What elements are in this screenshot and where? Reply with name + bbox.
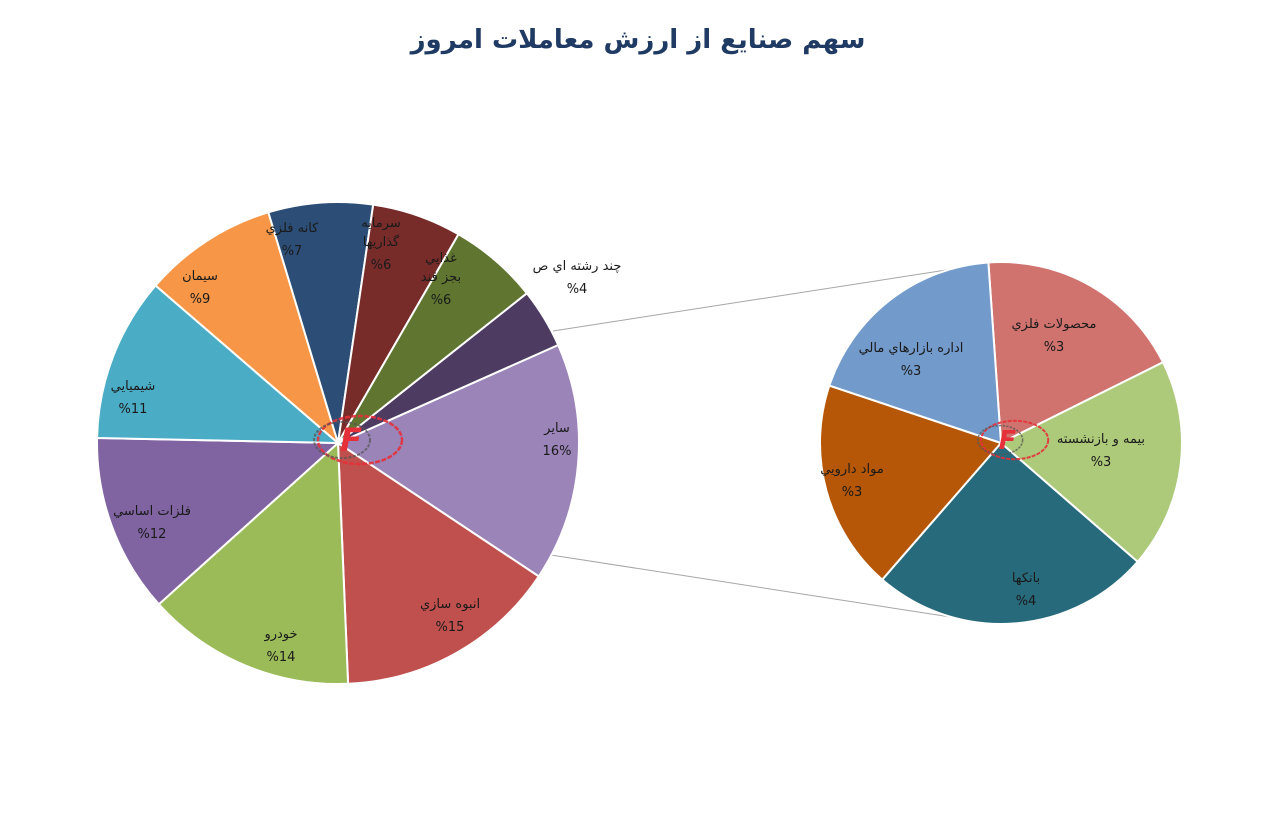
slice-label: انبوه سازي [420, 597, 480, 612]
pie-slice [999, 360, 1183, 564]
secondary-pie [819, 261, 1183, 625]
slice-label: بيمه و بازنشسته [1057, 432, 1145, 447]
pie-slice [154, 211, 340, 447]
slice-value-label: %11 [119, 402, 148, 417]
slice-value-label: %12 [138, 527, 167, 542]
pie-slice [987, 261, 1165, 445]
slice-label: مواد دارويي [820, 462, 884, 477]
slice-label: بجز قند [421, 270, 461, 285]
logo-letter: F [999, 426, 1017, 456]
pie-slice [96, 284, 341, 445]
logo-f-icon: F [313, 414, 404, 466]
slice-label: اداره بازارهاي مالي [859, 341, 964, 356]
slice-value-label: %14 [267, 650, 296, 665]
pie-slice [828, 261, 1003, 445]
slice-value-label: %9 [190, 292, 211, 307]
chart-title: سهم صنايع از ارزش معاملات امروز [409, 25, 866, 55]
slice-value-label: %7 [282, 244, 303, 259]
slice-label: فلزات اساسي [113, 504, 191, 519]
slice-label: سرمايه [361, 216, 401, 231]
slice-value-label: %15 [436, 620, 465, 635]
pie-slice [157, 440, 350, 685]
slice-value-label: %3 [1091, 455, 1112, 470]
slice-value-label: %6 [371, 258, 392, 273]
pie-slice [336, 441, 541, 685]
slice-label: بانكها [1012, 571, 1040, 586]
pie-slice [337, 291, 560, 444]
main-pie-labels: ساير 16% انبوه سازي %15 خودرو %14 فلزات اساسي%… [111, 216, 622, 665]
pie-slice [819, 384, 1003, 582]
slice-value-label: %3 [842, 485, 863, 500]
connector-line-bottom [550, 554, 958, 619]
slice-label: كانه فلزي [266, 221, 320, 236]
slice-label: چند رشته اي ص [533, 259, 622, 274]
slice-value-label: %4 [1016, 594, 1037, 609]
slice-label: خودرو [263, 627, 297, 642]
slice-value-label: %3 [901, 364, 922, 379]
slice-value-label: %6 [431, 293, 452, 308]
slice-label: گذاريها [363, 234, 400, 250]
main-pie [96, 201, 580, 685]
pie-slice [96, 436, 341, 606]
slice-label: سيمان [182, 269, 218, 284]
slice-value-label: %3 [1044, 340, 1065, 355]
slice-label: محصولات فلزي [1012, 317, 1097, 332]
slice-value-label: 16% [543, 444, 572, 459]
connector-line-top [552, 263, 986, 332]
pie-slice [880, 441, 1140, 625]
pie-slice [267, 201, 375, 444]
logo-f-icon: F [976, 419, 1050, 461]
pie-slice [335, 343, 580, 578]
slice-value-label: %4 [567, 282, 588, 297]
slice-label: شيميايي [111, 379, 156, 394]
slice-label: غذايي [425, 251, 457, 266]
logo-letter: F [340, 421, 362, 459]
secondary-pie-labels: محصولات فلزي %3 بيمه و بازنشسته %3 بانكها %4 م… [820, 317, 1145, 609]
slice-label: ساير [543, 421, 570, 436]
